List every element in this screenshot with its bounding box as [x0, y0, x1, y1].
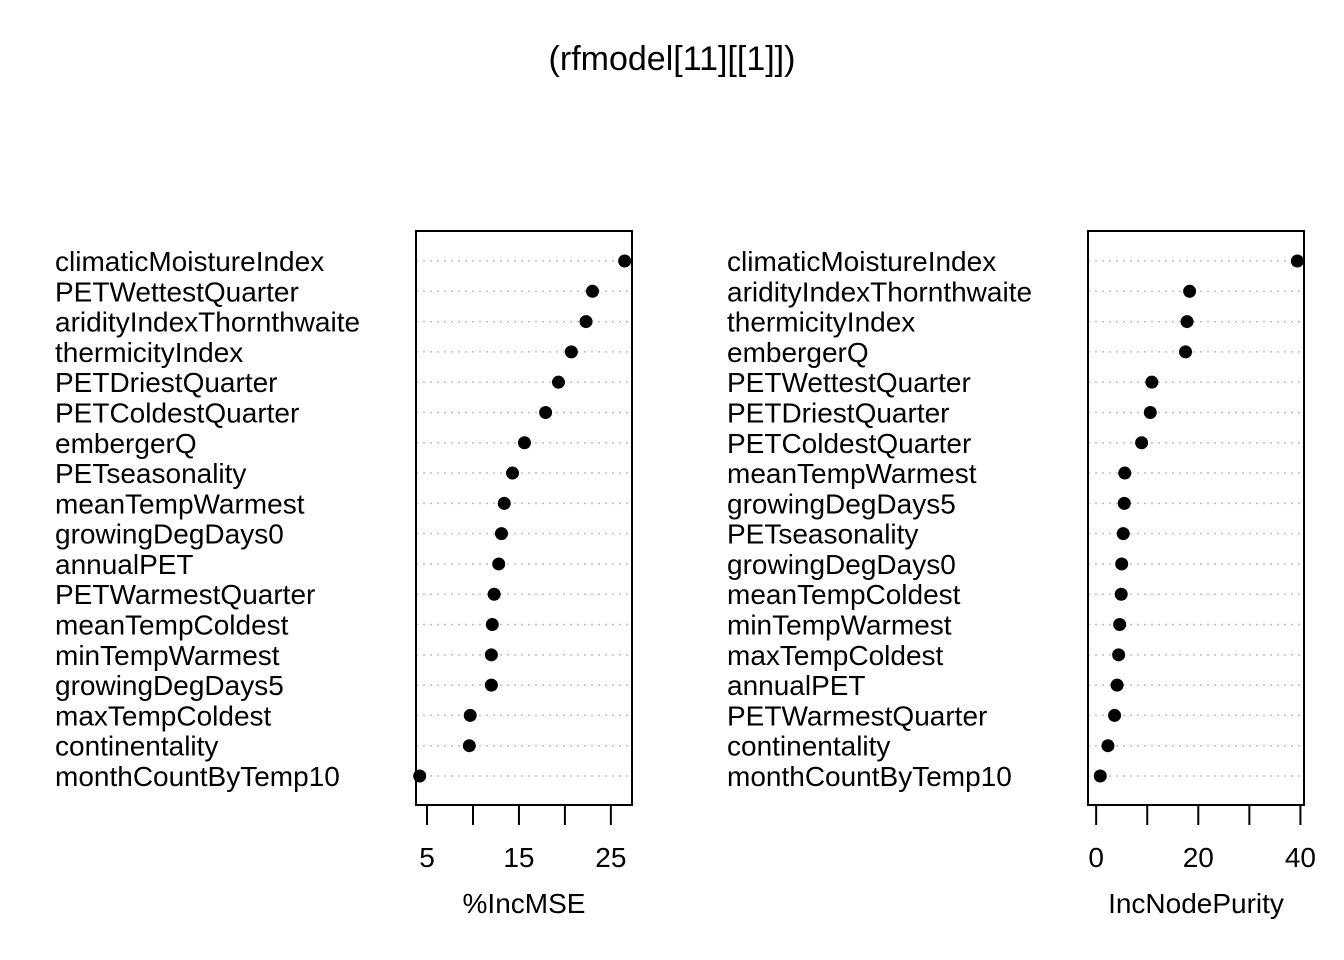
data-point: [1114, 587, 1128, 601]
data-point: [1143, 405, 1157, 419]
data-point: [1118, 466, 1132, 480]
category-label: growingDegDays5: [727, 488, 956, 519]
category-label: aridityIndexThornthwaite: [727, 276, 1032, 307]
data-point: [487, 587, 501, 601]
category-label: annualPET: [727, 670, 866, 701]
data-point: [1108, 708, 1122, 722]
data-point: [492, 557, 506, 571]
category-label: PETWettestQuarter: [55, 276, 299, 307]
x-axis-label: %IncMSE: [463, 888, 586, 919]
category-label: meanTempColdest: [55, 610, 289, 641]
data-point: [1110, 678, 1124, 692]
category-label: monthCountByTemp10: [55, 761, 340, 792]
data-point: [1115, 557, 1129, 571]
category-label: embergerQ: [55, 428, 197, 459]
data-point: [1290, 254, 1304, 268]
category-label: minTempWarmest: [727, 610, 952, 641]
data-point: [618, 254, 632, 268]
category-label: climaticMoistureIndex: [727, 246, 996, 277]
data-point: [484, 648, 498, 662]
data-point: [462, 739, 476, 753]
category-label: thermicityIndex: [55, 337, 243, 368]
category-label: thermicityIndex: [727, 307, 915, 338]
plot-frame: [1087, 230, 1305, 806]
category-label: PETWarmestQuarter: [727, 700, 987, 731]
data-point: [579, 315, 593, 329]
category-label: PETDriestQuarter: [55, 367, 278, 398]
data-point: [1112, 648, 1126, 662]
category-label: growingDegDays5: [55, 670, 284, 701]
panel-incmse: climaticMoistureIndexPETWettestQuarterar…: [55, 230, 633, 919]
data-point: [485, 618, 499, 632]
category-label: meanTempWarmest: [55, 488, 305, 519]
data-point: [1116, 527, 1130, 541]
category-label: embergerQ: [727, 337, 869, 368]
data-point: [494, 527, 508, 541]
category-label: PETDriestQuarter: [727, 397, 950, 428]
category-label: PETseasonality: [55, 458, 246, 489]
data-point: [1179, 345, 1193, 359]
x-tick-label: 40: [1285, 842, 1316, 873]
x-tick-label: 0: [1088, 842, 1104, 873]
data-point: [1145, 375, 1159, 389]
x-tick-label: 5: [419, 842, 435, 873]
chart-title: (rfmodel[11][[1]]): [549, 40, 796, 78]
data-point: [1117, 496, 1131, 510]
category-label: PETColdestQuarter: [727, 428, 971, 459]
category-label: monthCountByTemp10: [727, 761, 1012, 792]
data-point: [506, 466, 520, 480]
category-label: PETseasonality: [727, 519, 918, 550]
category-label: maxTempColdest: [55, 700, 272, 731]
panel-incnodepurity: climaticMoistureIndexaridityIndexThornth…: [727, 230, 1316, 919]
data-point: [497, 496, 511, 510]
data-point: [551, 375, 565, 389]
category-label: aridityIndexThornthwaite: [55, 307, 360, 338]
category-label: growingDegDays0: [55, 519, 284, 550]
category-label: meanTempWarmest: [727, 458, 977, 489]
category-label: continentality: [55, 731, 218, 762]
category-label: PETWettestQuarter: [727, 367, 971, 398]
data-point: [484, 678, 498, 692]
x-tick-label: 15: [503, 842, 534, 873]
data-point: [539, 405, 553, 419]
data-point: [1101, 739, 1115, 753]
x-tick-label: 20: [1183, 842, 1214, 873]
data-point: [1093, 769, 1107, 783]
data-point: [1180, 315, 1194, 329]
category-label: PETWarmestQuarter: [55, 579, 315, 610]
x-axis-label: IncNodePurity: [1108, 888, 1284, 919]
category-label: maxTempColdest: [727, 640, 944, 671]
data-point: [1135, 436, 1149, 450]
category-label: annualPET: [55, 549, 194, 580]
data-point: [585, 284, 599, 298]
data-point: [1183, 284, 1197, 298]
category-label: minTempWarmest: [55, 640, 280, 671]
category-label: growingDegDays0: [727, 549, 956, 580]
x-tick-label: 25: [595, 842, 626, 873]
plot-frame: [415, 230, 633, 806]
category-label: PETColdestQuarter: [55, 397, 299, 428]
data-point: [564, 345, 578, 359]
category-label: meanTempColdest: [727, 579, 961, 610]
data-point: [463, 708, 477, 722]
category-label: climaticMoistureIndex: [55, 246, 324, 277]
data-point: [517, 436, 531, 450]
category-label: continentality: [727, 731, 890, 762]
data-point: [1113, 618, 1127, 632]
